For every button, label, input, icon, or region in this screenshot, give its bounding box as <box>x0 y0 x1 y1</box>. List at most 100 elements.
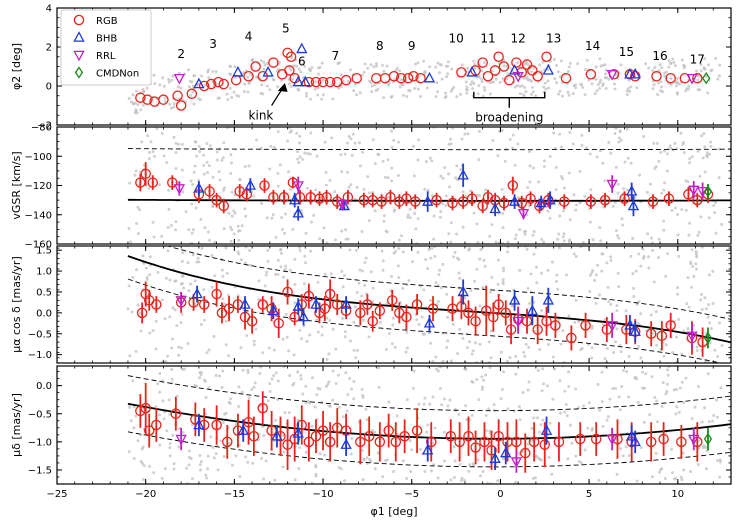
series-rrl <box>175 427 700 473</box>
background-star <box>281 465 285 469</box>
background-star <box>177 71 181 75</box>
data-point-rgb <box>140 168 151 180</box>
background-star <box>172 102 176 106</box>
data-point-bhb <box>232 65 244 77</box>
background-star <box>523 232 527 236</box>
background-star <box>662 188 666 192</box>
y-axis-label: vGSR [km/s] <box>10 151 23 219</box>
background-star <box>644 62 648 66</box>
background-star <box>360 229 364 233</box>
background-star <box>315 318 319 322</box>
background-star <box>374 62 378 66</box>
background-star <box>128 354 132 358</box>
background-star <box>619 63 623 67</box>
background-star <box>650 375 654 379</box>
data-point-bhb <box>292 75 304 87</box>
data-point-rgb <box>282 286 293 298</box>
background-star <box>350 153 354 157</box>
data-point-rgb <box>198 80 210 92</box>
background-star <box>473 279 477 283</box>
background-star <box>713 348 717 352</box>
background-star <box>599 239 603 243</box>
background-star <box>340 269 344 273</box>
background-star <box>547 456 551 460</box>
background-star <box>262 434 266 438</box>
background-star <box>445 292 449 296</box>
data-point-rgb <box>390 436 402 448</box>
background-star <box>170 367 174 371</box>
background-star <box>541 367 545 371</box>
background-star <box>478 474 482 478</box>
data-point-rgb <box>532 71 543 82</box>
background-star <box>449 137 453 141</box>
data-point-rgb <box>645 436 657 448</box>
background-star <box>609 151 613 155</box>
background-star <box>278 163 282 167</box>
background-star <box>373 83 377 87</box>
background-star <box>148 150 152 154</box>
background-star <box>601 161 605 165</box>
background-star <box>617 140 621 144</box>
background-star <box>222 227 226 231</box>
background-star <box>267 346 271 350</box>
background-star <box>148 255 152 259</box>
background-star <box>248 249 252 253</box>
background-star <box>209 435 213 439</box>
background-star <box>401 250 405 254</box>
background-star <box>457 271 461 275</box>
background-star <box>187 449 191 453</box>
data-point-bhb <box>542 64 554 75</box>
background-star <box>297 161 301 165</box>
data-point-rgb <box>218 78 229 90</box>
background-star <box>348 376 352 380</box>
background-star <box>551 397 555 401</box>
background-star <box>552 58 556 62</box>
background-star <box>206 70 210 74</box>
background-star <box>620 384 624 388</box>
background-star <box>193 279 197 283</box>
x-axis-label: φ1 [deg] <box>370 505 417 518</box>
background-star <box>696 149 700 153</box>
data-point-rgb <box>385 191 396 203</box>
background-star <box>238 475 242 479</box>
background-star <box>561 329 565 333</box>
background-star <box>505 64 509 68</box>
background-star <box>149 140 153 144</box>
data-point-bhb <box>625 429 638 441</box>
background-star <box>376 451 380 455</box>
background-star <box>635 479 639 483</box>
background-star <box>355 348 359 352</box>
background-star <box>583 93 587 97</box>
background-star <box>491 139 495 143</box>
data-point-rgb <box>629 71 641 82</box>
background-star <box>442 430 446 434</box>
background-star <box>406 213 410 217</box>
background-star <box>720 344 724 348</box>
background-star <box>298 446 302 450</box>
background-star <box>240 224 244 228</box>
background-star <box>655 56 659 60</box>
background-star <box>354 93 358 97</box>
data-point-rgb <box>383 425 394 436</box>
data-dot <box>502 201 506 205</box>
data-point-rgb <box>401 311 412 323</box>
background-star <box>370 429 374 433</box>
background-star <box>439 63 443 67</box>
background-star <box>525 247 529 251</box>
background-star <box>210 285 214 289</box>
background-star <box>552 131 556 135</box>
background-star <box>345 170 349 174</box>
data-point-rrl <box>688 434 700 446</box>
data-point-rrl <box>688 185 700 197</box>
background-star <box>171 306 175 310</box>
background-star <box>430 469 434 473</box>
background-star <box>563 389 567 393</box>
background-star <box>695 255 699 259</box>
data-point-bhb <box>310 298 322 309</box>
data-point-rgb <box>268 57 279 68</box>
data-point-rgb <box>371 72 382 84</box>
background-star <box>511 133 515 137</box>
background-star <box>259 366 263 369</box>
background-star <box>482 86 486 90</box>
background-star <box>361 150 365 154</box>
